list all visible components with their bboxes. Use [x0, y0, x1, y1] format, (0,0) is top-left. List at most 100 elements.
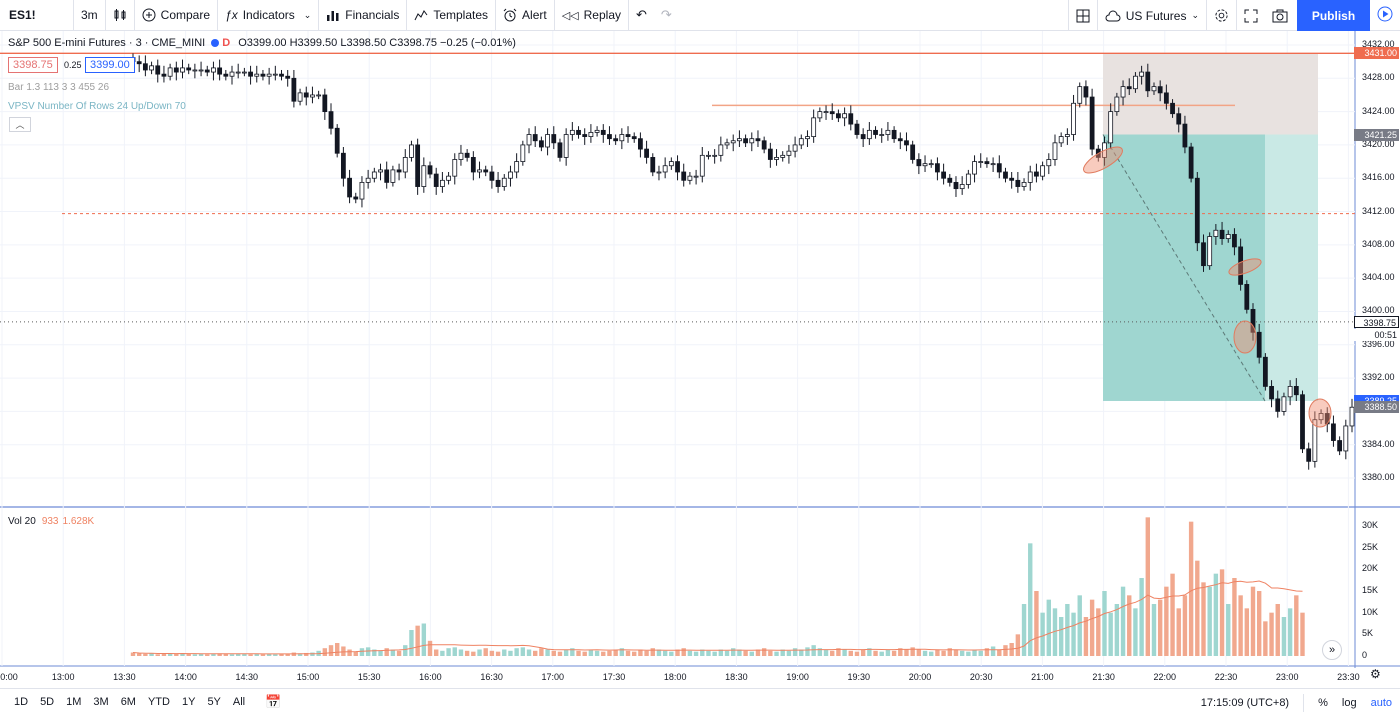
range-1d[interactable]: 1D [14, 696, 29, 708]
indicators-button[interactable]: ƒx Indicators ⌄ [218, 0, 320, 31]
volume-bar [186, 653, 191, 656]
price-tick: 3408.00 [1362, 238, 1395, 249]
volume-bar [1058, 617, 1064, 656]
candle-body [761, 140, 767, 150]
volume-bar [997, 649, 1002, 656]
candle-body [1021, 181, 1027, 187]
buy-price-box[interactable]: 3399.00 [85, 57, 135, 73]
percent-toggle[interactable]: % [1318, 696, 1328, 709]
watchlist-button[interactable]: US Futures ⌄ [1098, 0, 1207, 31]
candle-body [415, 144, 421, 187]
volume-bar [650, 648, 655, 656]
alert-button[interactable]: Alert [496, 0, 555, 31]
candle-body [1027, 171, 1033, 183]
volume-bar [929, 651, 934, 656]
volume-bar [322, 648, 328, 656]
layout-button[interactable] [1067, 0, 1098, 31]
candle-body [1139, 71, 1145, 77]
templates-button[interactable]: Templates [407, 0, 497, 31]
highlight-ellipse [1228, 258, 1262, 276]
chevron-down-icon: ⌄ [303, 9, 312, 20]
interval-button[interactable]: 3m [74, 0, 106, 31]
volume-bar [662, 650, 668, 656]
publish-button[interactable]: Publish [1297, 0, 1370, 31]
candle-body [631, 136, 637, 140]
play-button[interactable] [1370, 0, 1400, 31]
clock-label[interactable]: 17:15:09 (UTC+8) [1200, 696, 1290, 709]
redo-button[interactable]: ↷ [654, 0, 679, 31]
volume-bar [1219, 569, 1225, 656]
time-tick: 14:00 [174, 672, 197, 682]
volume-bar [891, 650, 897, 656]
collapse-legend-button[interactable]: ︿ [9, 117, 31, 132]
candle-body [180, 67, 185, 73]
volume-bar [1164, 586, 1169, 656]
range-3m[interactable]: 3M [93, 696, 109, 708]
volume-bar [359, 648, 365, 656]
bottom-right-controls: 17:15:09 (UTC+8) % log auto [1201, 689, 1392, 715]
compare-button[interactable]: Compare [135, 0, 219, 31]
symbol-search-button[interactable]: ES1! [0, 0, 74, 31]
volume-bar [495, 651, 501, 656]
range-5y[interactable]: 5Y [207, 696, 221, 708]
volume-bar [242, 653, 247, 656]
volume-bar [570, 648, 575, 656]
candle-body [848, 113, 854, 125]
time-tick: 13:30 [113, 672, 136, 682]
bar-chart-icon [326, 8, 340, 22]
market-status-dot [211, 39, 220, 48]
candle-body [978, 161, 984, 163]
indicator-legend-bar[interactable]: Bar 1.3 113 3 3 455 26 [8, 82, 110, 93]
snapshot-button[interactable] [1265, 0, 1295, 31]
time-tick: 15:00 [296, 672, 320, 682]
settings-corner-icon[interactable]: ⚙ [1370, 667, 1381, 681]
volume-bar [1021, 604, 1027, 656]
volume-bar [1040, 612, 1045, 656]
candle-body [489, 171, 495, 181]
chart-pane[interactable] [0, 31, 1400, 685]
range-ytd[interactable]: YTD [147, 696, 170, 708]
sell-price-box[interactable]: 3398.75 [8, 57, 58, 73]
volume-bar [557, 651, 563, 656]
candle-body [1250, 308, 1256, 333]
replay-button[interactable]: ◁◁ Replay [555, 0, 629, 31]
range-6m[interactable]: 6M [120, 696, 136, 708]
candle-body [774, 157, 779, 160]
candle-body [780, 154, 786, 158]
financials-button[interactable]: Financials [319, 0, 408, 31]
indicator-legend-vpsv[interactable]: VPSV Number Of Rows 24 Up/Down 70 [8, 101, 186, 112]
range-5d[interactable]: 5D [40, 696, 55, 708]
log-toggle[interactable]: log [1341, 696, 1357, 709]
volume-bar [471, 651, 476, 656]
volume-bar [724, 650, 730, 656]
price-tick: 3412.00 [1362, 205, 1395, 216]
candle-body [972, 161, 977, 175]
price-chart[interactable] [0, 31, 1400, 685]
auto-toggle[interactable]: auto [1370, 696, 1392, 709]
candle-body [1034, 171, 1039, 177]
undo-button[interactable]: ↶ [629, 0, 654, 31]
chart-style-button[interactable] [106, 0, 135, 31]
candle-body [1114, 96, 1120, 113]
volume-bar [594, 650, 600, 656]
ohlc-values: O3399.00 H3399.50 L3398.50 C3398.75 −0.2… [238, 37, 516, 49]
fullscreen-button[interactable] [1237, 0, 1265, 31]
candle-body [260, 73, 266, 77]
goto-date-icon[interactable]: 📅 [265, 694, 282, 709]
candle-body [241, 71, 247, 74]
volume-bar [904, 649, 909, 656]
range-1y[interactable]: 1Y [181, 696, 196, 708]
volume-bar [941, 650, 946, 656]
candle-body [730, 140, 736, 144]
candle-body [198, 69, 204, 72]
price-tick: 3420.00 [1362, 138, 1395, 149]
scroll-to-realtime-button[interactable]: » [1322, 640, 1342, 660]
candle-body [1157, 86, 1163, 94]
candle-body [501, 177, 507, 187]
range-1m[interactable]: 1M [66, 696, 82, 708]
candle-body [1151, 86, 1157, 92]
price-tick: 3400.00 [1362, 305, 1395, 316]
volume-bar [502, 649, 507, 656]
range-all[interactable]: All [232, 696, 246, 708]
settings-button[interactable] [1207, 0, 1237, 31]
